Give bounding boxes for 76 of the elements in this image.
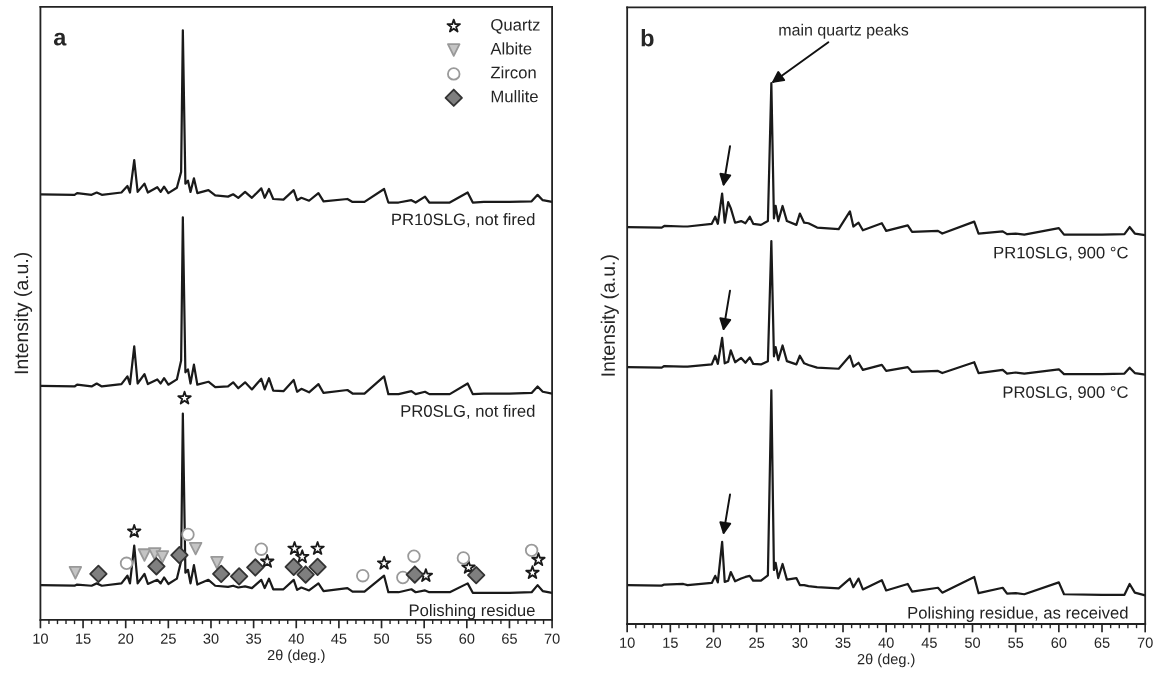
- x-tick-label: 70: [1137, 637, 1153, 648]
- point: [137, 548, 152, 562]
- point: [310, 541, 325, 555]
- x-tick-label: 25: [160, 633, 176, 644]
- legend-label: Mullite: [491, 90, 538, 103]
- point: [356, 568, 370, 583]
- x-axis-title: 2θ (deg.): [857, 653, 915, 668]
- point: [210, 556, 224, 570]
- x-tick-label: 40: [878, 637, 894, 648]
- point: [177, 390, 192, 405]
- x-tick-label: 70: [544, 633, 560, 644]
- point: [212, 564, 231, 584]
- x-tick-label: 10: [620, 637, 635, 648]
- point: [295, 549, 310, 564]
- legend-label: Quartz: [491, 18, 540, 34]
- point: [525, 565, 540, 579]
- series-label: Polishing residue, as received: [908, 606, 1128, 622]
- point: [246, 558, 265, 577]
- series-label: PR0SLG, not fired: [401, 404, 535, 419]
- point: [127, 524, 142, 538]
- series-label: PR0SLG, 900 °C: [1003, 386, 1128, 401]
- point: [405, 565, 424, 584]
- x-tick-label: 25: [749, 637, 765, 648]
- point: [181, 527, 195, 542]
- legend-label: Zircon: [490, 66, 536, 79]
- x-tick-label: 20: [118, 633, 134, 644]
- point: [260, 554, 275, 568]
- x-tick-label: 50: [374, 633, 390, 644]
- point: [170, 545, 189, 565]
- x-tick-label: 20: [706, 637, 722, 648]
- series-label: PR10SLG, 900 °C: [994, 246, 1128, 261]
- x-tick-label: 40: [288, 633, 304, 644]
- point: [524, 543, 539, 558]
- x-tick-label: 30: [792, 637, 808, 648]
- point: [407, 549, 421, 563]
- x-tick-label: 35: [246, 633, 262, 644]
- point: [254, 542, 269, 556]
- x-tick-label: 60: [459, 633, 475, 644]
- x-tick-label: 60: [1051, 637, 1067, 648]
- x-tick-label: 45: [921, 637, 937, 648]
- point: [287, 541, 302, 555]
- y-axis-title: Intensity (a.u.): [13, 252, 33, 374]
- point: [308, 557, 327, 576]
- point: [147, 557, 166, 576]
- x-tick-label: 55: [1008, 637, 1024, 648]
- chart-title: a: [53, 32, 67, 46]
- point: [467, 565, 486, 585]
- annotation: main quartz peaks: [779, 23, 909, 39]
- x-tick-label: 35: [835, 637, 851, 648]
- point: [155, 550, 170, 564]
- x-tick-label: 65: [502, 633, 517, 644]
- series-label: PR10SLG, not fired: [392, 213, 535, 228]
- x-tick-label: 45: [331, 633, 347, 644]
- point: [68, 566, 83, 580]
- x-tick-label: 15: [663, 637, 678, 648]
- point: [376, 555, 392, 570]
- point: [89, 564, 108, 584]
- point: [296, 565, 315, 584]
- legend-label: Albite: [490, 42, 532, 55]
- x-tick-label: 65: [1094, 637, 1110, 648]
- point: [119, 556, 134, 571]
- x-tick-label: 55: [416, 633, 432, 644]
- point: [230, 567, 249, 586]
- point: [456, 551, 471, 565]
- x-tick-label: 10: [33, 633, 48, 644]
- point: [188, 541, 203, 556]
- point: [396, 570, 410, 585]
- y-axis-title: Intensity (a.u.): [600, 255, 619, 376]
- x-tick-label: 30: [203, 633, 219, 644]
- x-tick-label: 50: [964, 637, 981, 648]
- point: [284, 557, 303, 576]
- x-axis-title: 2θ (deg.): [267, 649, 325, 664]
- point: [531, 552, 546, 567]
- series-label: Polishing residue: [409, 603, 535, 620]
- x-tick-label: 15: [76, 633, 91, 644]
- chart-title: b: [641, 29, 654, 47]
